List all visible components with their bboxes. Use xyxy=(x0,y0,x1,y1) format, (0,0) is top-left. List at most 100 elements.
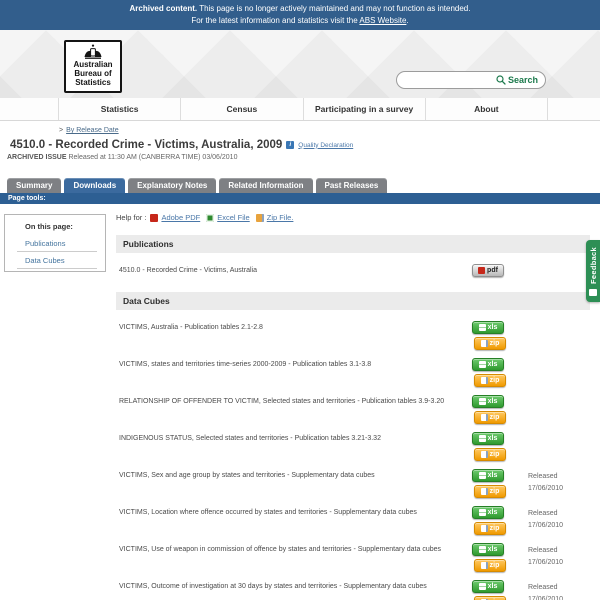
xls-download-button[interactable]: xls xyxy=(472,506,504,520)
logo-line: Bureau of xyxy=(74,69,112,79)
search-bar: Search xyxy=(396,71,546,90)
section-data-cubes: Data Cubes VICTIMS, Australia - Publicati… xyxy=(116,292,590,600)
released-info: Released 17/06/2010 xyxy=(528,506,590,531)
abs-logo[interactable]: Australian Bureau of Statistics xyxy=(64,40,122,94)
xls-icon xyxy=(478,324,486,332)
section-header-publications: Publications xyxy=(116,235,590,254)
download-row: 4510.0 - Recorded Crime - Victims, Austr… xyxy=(116,258,590,279)
released-label: Released xyxy=(528,510,558,518)
button-label: xls xyxy=(487,583,498,591)
sidebar-item-publications[interactable]: Publications xyxy=(17,235,97,253)
released-date: 17/06/2010 xyxy=(528,484,564,492)
help-link-xls: Excel File xyxy=(206,213,250,222)
zip-download-button[interactable]: zip xyxy=(474,448,506,462)
zip-download-button[interactable]: zip xyxy=(474,337,506,351)
breadcrumb-separator: > xyxy=(59,127,64,135)
zip-download-button[interactable]: zip xyxy=(474,522,506,536)
sidebar-title: On this page: xyxy=(25,222,73,232)
help-prefix: Help for : xyxy=(116,213,147,223)
row-title: VICTIMS, Outcome of investigation at 30 … xyxy=(119,583,427,591)
row-buttons: xls zip xyxy=(472,543,528,573)
released-info xyxy=(528,432,590,434)
section-body: VICTIMS, Australia - Publication tables … xyxy=(116,310,590,600)
quality-declaration-link[interactable]: Quality Declaration xyxy=(298,141,354,149)
page-tools-bar: Page tools: xyxy=(0,193,600,205)
row-buttons: xls zip xyxy=(472,506,528,536)
zip-download-button[interactable]: zip xyxy=(474,559,506,573)
help-links: Adobe PDF Excel File Zip File. xyxy=(150,213,293,222)
button-label: xls xyxy=(487,472,498,480)
tab-related-information[interactable]: Related Information xyxy=(219,178,313,194)
breadcrumb: > By Release Date xyxy=(59,127,600,134)
banner-line1: Archived content. This page is no longer… xyxy=(0,3,600,15)
released-date: 17/06/2010 xyxy=(528,595,564,600)
row-buttons: xls zip xyxy=(472,358,528,388)
tab-past-releases[interactable]: Past Releases xyxy=(315,178,388,194)
sidebar-links: Publications Data Cubes xyxy=(5,235,105,270)
xls-download-button[interactable]: xls xyxy=(472,358,504,372)
zip-icon xyxy=(480,451,488,459)
main-nav: Statistics Census Participating in a surve… xyxy=(0,98,600,122)
help-link-xls-label[interactable]: Excel File xyxy=(217,213,250,223)
tab-summary[interactable]: Summary xyxy=(7,178,62,194)
released-info xyxy=(528,264,590,266)
coat-of-arms-icon xyxy=(84,44,102,60)
on-this-page-box: On this page: Publications Data Cubes xyxy=(4,214,106,273)
nav-item-participating-in-a-survey[interactable]: Participating in a survey xyxy=(302,98,425,121)
site-header: Australian Bureau of Statistics Search xyxy=(0,30,600,99)
xls-download-button[interactable]: xls xyxy=(472,395,504,409)
archived-banner: Archived content. This page is no longer… xyxy=(0,0,600,31)
info-icon[interactable]: i xyxy=(286,141,295,150)
sidebar-item-data-cubes[interactable]: Data Cubes xyxy=(17,252,97,270)
row-title: VICTIMS, Australia - Publication tables … xyxy=(119,324,263,332)
button-label: zip xyxy=(489,340,500,348)
released-info: Released 17/06/2010 xyxy=(528,469,590,494)
nav-item-census[interactable]: Census xyxy=(180,98,302,121)
zip-icon xyxy=(480,414,488,422)
tab-bar: Summary Downloads Explanatory Notes Related… xyxy=(7,178,600,194)
released-line: Released at 11:30 AM (CANBERRA TIME) 03/… xyxy=(68,154,238,162)
zip-download-button[interactable]: zip xyxy=(474,596,506,600)
row-buttons: xls zip xyxy=(472,321,528,351)
nav-item-about[interactable]: About xyxy=(424,98,548,121)
button-label: xls xyxy=(487,361,498,369)
xls-download-button[interactable]: xls xyxy=(472,580,504,594)
button-label: zip xyxy=(489,562,500,570)
zip-download-button[interactable]: zip xyxy=(474,485,506,499)
released-date: 17/06/2010 xyxy=(528,558,564,566)
button-label: xls xyxy=(487,324,498,332)
zip-download-button[interactable]: zip xyxy=(474,411,506,425)
feedback-tab[interactable]: Feedback xyxy=(586,240,600,302)
row-buttons: pdf xyxy=(472,264,528,278)
help-link-zip-label[interactable]: Zip File. xyxy=(266,213,294,223)
nav-item-statistics[interactable]: Statistics xyxy=(58,98,180,121)
xls-download-button[interactable]: xls xyxy=(472,432,504,446)
row-buttons: xls zip xyxy=(472,469,528,499)
xls-download-button[interactable]: xls xyxy=(472,469,504,483)
zip-download-button[interactable]: zip xyxy=(474,374,506,388)
logo-line: Australian xyxy=(73,60,113,70)
search-input[interactable] xyxy=(404,74,496,86)
search-button[interactable]: Search xyxy=(496,75,538,85)
released-label: Released xyxy=(528,584,558,592)
banner-text: This page is no longer actively maintain… xyxy=(199,4,471,13)
download-row: RELATIONSHIP OF OFFENDER TO VICTIM, Sele… xyxy=(116,389,590,426)
search-label: Search xyxy=(507,75,538,86)
released-date: 17/06/2010 xyxy=(528,521,564,529)
xls-download-button[interactable]: xls xyxy=(472,321,504,335)
xls-download-button[interactable]: xls xyxy=(472,543,504,557)
tab-explanatory-notes[interactable]: Explanatory Notes xyxy=(128,178,217,194)
abs-website-link[interactable]: ABS Website xyxy=(359,15,407,25)
pdf-download-button[interactable]: pdf xyxy=(472,264,504,278)
banner-bold: Archived content. xyxy=(129,4,198,13)
zip-icon xyxy=(480,562,488,570)
released-label: Released xyxy=(528,547,558,555)
help-link-pdf: Adobe PDF xyxy=(150,213,200,222)
banner-line2-prefix: For the latest information and statistic… xyxy=(191,15,358,25)
section-body: 4510.0 - Recorded Crime - Victims, Austr… xyxy=(116,253,590,279)
breadcrumb-link-by-release-date[interactable]: By Release Date xyxy=(66,127,119,135)
page-tools-label: Page tools: xyxy=(8,195,46,203)
help-link-pdf-label[interactable]: Adobe PDF xyxy=(161,213,201,223)
button-label: xls xyxy=(487,509,498,517)
tab-downloads[interactable]: Downloads xyxy=(64,178,126,194)
